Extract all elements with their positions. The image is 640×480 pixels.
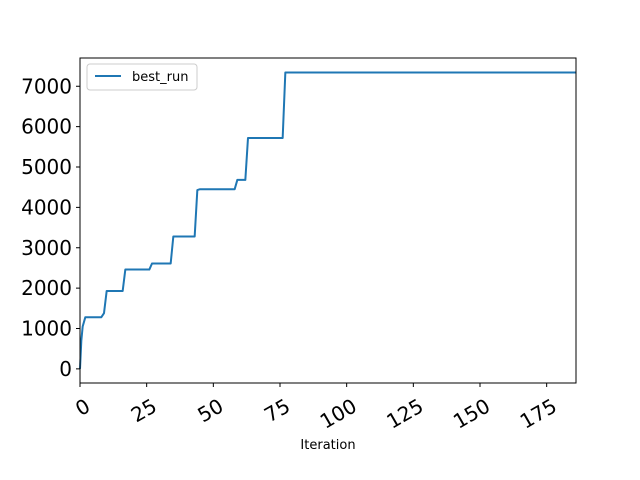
- series-line-best-run: [79, 71, 576, 369]
- y-tick-label: 6000: [21, 115, 72, 139]
- y-tick-label: 0: [59, 357, 72, 381]
- plot-area: [80, 58, 576, 383]
- legend-box: [86, 63, 198, 91]
- y-tick-label: 5000: [21, 155, 72, 179]
- legend: best_run: [86, 63, 198, 91]
- series-layer: [79, 71, 576, 369]
- y-tick-label: 3000: [21, 236, 72, 260]
- y-tick-label: 7000: [21, 74, 72, 98]
- y-tick-label: 4000: [21, 195, 72, 219]
- y-tick-label: 1000: [21, 316, 72, 340]
- plot-frame: [79, 57, 577, 384]
- y-axis: 0 1000 2000 3000 4000 5000 6000 7000: [21, 74, 80, 381]
- y-tick-label: 2000: [21, 276, 72, 300]
- x-axis-label: Iteration: [300, 438, 355, 453]
- legend-label-best-run: best_run: [132, 70, 188, 85]
